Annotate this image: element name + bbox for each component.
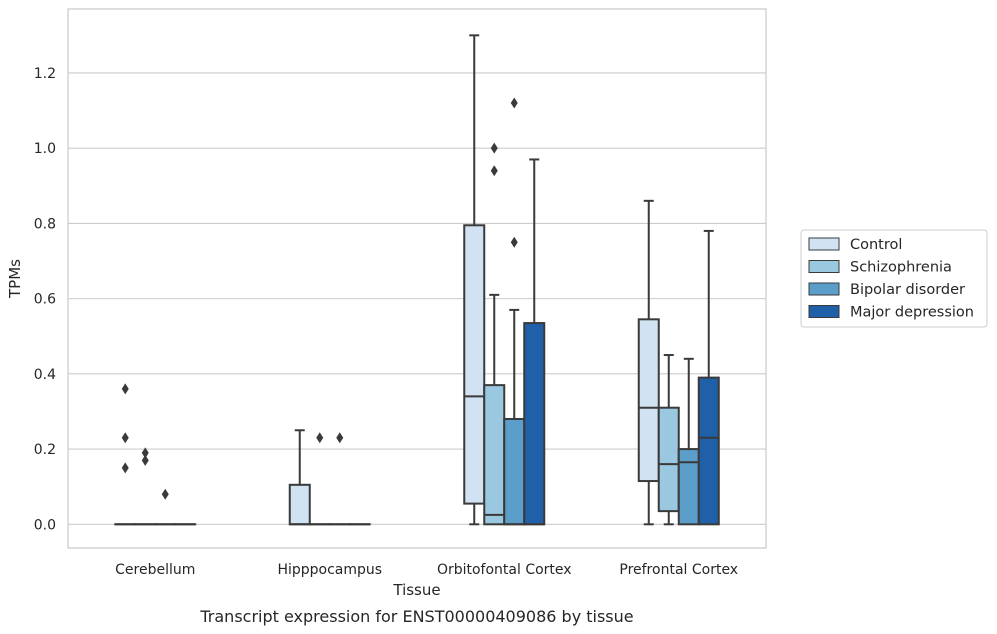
outlier-point bbox=[141, 447, 149, 459]
y-tick-label: 0.2 bbox=[34, 442, 56, 458]
outlier-point bbox=[121, 432, 129, 444]
y-tick-label: 0.8 bbox=[34, 216, 56, 232]
legend-label: Major depression bbox=[850, 305, 974, 321]
box-group bbox=[503, 97, 526, 526]
box-group bbox=[308, 432, 331, 526]
box-group bbox=[463, 34, 486, 526]
y-tick-label: 1.0 bbox=[34, 141, 56, 157]
outlier-point bbox=[510, 97, 518, 109]
legend-items: Control Schizophrenia Bipolar disorder Majo… bbox=[808, 237, 974, 321]
y-tick-label: 0.0 bbox=[34, 517, 56, 533]
box-group bbox=[134, 447, 157, 526]
box-group bbox=[154, 488, 177, 526]
y-tick-label: 1.2 bbox=[34, 66, 56, 82]
legend-label: Control bbox=[850, 237, 902, 253]
box-group bbox=[637, 199, 660, 526]
outlier-point bbox=[121, 383, 129, 395]
box bbox=[463, 224, 486, 505]
x-tick-label: Hipppocampus bbox=[277, 562, 382, 578]
box-group bbox=[657, 354, 680, 526]
outlier-point bbox=[161, 488, 169, 500]
y-axis-ticks: 0.0 0.2 0.4 0.6 0.8 1.0 1.2 bbox=[34, 66, 56, 533]
outlier-point bbox=[316, 432, 324, 444]
box bbox=[288, 483, 311, 526]
box bbox=[483, 384, 506, 526]
box-group bbox=[677, 357, 700, 526]
box-plot-series bbox=[114, 34, 720, 526]
x-axis-label: Tissue bbox=[392, 581, 440, 599]
legend-label: Bipolar disorder bbox=[850, 282, 965, 298]
plot-frame bbox=[67, 8, 767, 549]
x-axis-ticks: Cerebellum Hipppocampus Orbitofontal Corte… bbox=[115, 562, 738, 578]
box bbox=[503, 417, 526, 526]
y-axis-label: TPMs bbox=[6, 259, 24, 299]
outlier-point bbox=[490, 165, 498, 177]
box-group bbox=[288, 429, 311, 526]
box-group bbox=[114, 383, 137, 526]
box bbox=[523, 322, 546, 526]
y-tick-label: 0.6 bbox=[34, 292, 56, 308]
x-tick-label: Orbitofontal Cortex bbox=[437, 562, 572, 578]
outlier-point bbox=[510, 236, 518, 248]
outlier-point bbox=[336, 432, 344, 444]
box bbox=[657, 406, 680, 513]
outlier-point bbox=[121, 462, 129, 474]
y-tick-label: 0.4 bbox=[34, 367, 56, 383]
legend-swatch bbox=[808, 282, 840, 296]
box-group bbox=[483, 142, 506, 526]
legend-swatch bbox=[808, 237, 840, 251]
outlier-point bbox=[490, 142, 498, 154]
box bbox=[637, 318, 660, 483]
gridlines bbox=[68, 72, 766, 525]
box bbox=[677, 448, 700, 526]
outlier-point bbox=[141, 454, 149, 466]
box-group bbox=[328, 432, 351, 526]
box bbox=[697, 376, 720, 526]
legend-frame bbox=[800, 229, 988, 328]
legend-swatch bbox=[808, 260, 840, 273]
legend: Control Schizophrenia Bipolar disorder Majo… bbox=[800, 229, 988, 328]
x-tick-label: Cerebellum bbox=[115, 562, 195, 578]
chart-caption: Transcript expression for ENST0000040908… bbox=[199, 607, 633, 626]
legend-label: Schizophrenia bbox=[850, 260, 952, 276]
legend-swatch bbox=[808, 305, 840, 318]
box-group bbox=[523, 158, 546, 526]
x-tick-label: Prefrontal Cortex bbox=[619, 562, 738, 578]
box-group bbox=[697, 229, 720, 526]
